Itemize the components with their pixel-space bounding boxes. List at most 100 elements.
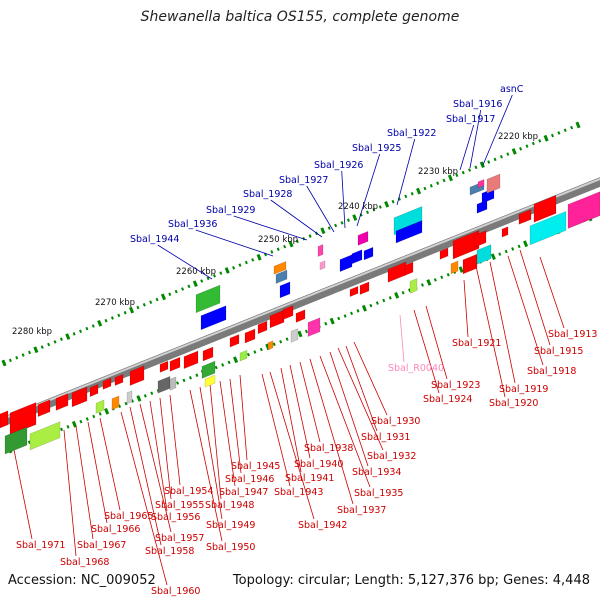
- outer-tick: [410, 191, 414, 196]
- gene-feature: [351, 249, 363, 265]
- outer-tick: [97, 319, 103, 327]
- inner-tick: [401, 290, 405, 295]
- inner-tick: [71, 420, 77, 428]
- inner-tick: [329, 317, 335, 325]
- gene-label: Sbal_1923: [431, 380, 480, 391]
- outer-tick: [563, 128, 567, 133]
- outer-tick: [181, 287, 185, 291]
- label-connector: [475, 265, 506, 398]
- label-connector: [353, 341, 388, 416]
- inner-tick: [143, 394, 147, 398]
- gene-label: Sbal_1937: [337, 505, 386, 516]
- outer-tick: [136, 305, 140, 310]
- label-connector: [309, 358, 354, 505]
- inner-tick: [394, 291, 400, 299]
- gene-label: Sbal_1938: [304, 443, 353, 454]
- outer-tick: [334, 223, 338, 228]
- outer-tick: [104, 318, 108, 323]
- gene-feature: [279, 281, 291, 299]
- outer-tick: [238, 263, 242, 267]
- inner-tick: [246, 352, 250, 357]
- gene-label: Sbal_1917: [446, 114, 495, 125]
- gene-feature: [533, 195, 557, 223]
- label-connector: [169, 394, 181, 486]
- gene-feature: [201, 360, 216, 379]
- outer-tick: [142, 303, 146, 307]
- outer-tick: [340, 221, 344, 225]
- gene-label: Sbal_1956: [151, 512, 200, 523]
- gene-label: Sbal_1955: [155, 500, 204, 511]
- label-connector: [469, 109, 482, 169]
- gene-label: Sbal_1916: [453, 99, 502, 110]
- outer-tick: [519, 147, 523, 151]
- label-connector: [233, 215, 308, 241]
- gene-feature: [157, 375, 171, 394]
- scale-label: 2230 kbp: [418, 167, 458, 177]
- outer-tick: [28, 350, 32, 355]
- label-connector: [539, 256, 565, 329]
- gene-feature: [71, 386, 88, 408]
- genome-backbone: [0, 177, 600, 428]
- inner-tick: [221, 363, 225, 367]
- gene-label: Sbal_1950: [206, 542, 255, 553]
- outer-tick: [251, 258, 255, 262]
- gene-label: Sbal_1947: [219, 487, 268, 498]
- label-connector: [519, 249, 551, 346]
- gene-feature: [29, 421, 61, 451]
- inner-tick: [66, 425, 70, 429]
- inner-tick: [350, 311, 354, 316]
- outer-tick: [436, 181, 440, 185]
- backbone-track: [0, 177, 600, 428]
- inner-tick: [279, 339, 283, 344]
- label-connector: [229, 378, 242, 474]
- inner-tick: [85, 417, 89, 421]
- topology-text: Topology: circular; Length: 5,127,376 bp…: [232, 573, 590, 588]
- label-connector: [319, 355, 371, 488]
- gene-label: Sbal_1921: [452, 338, 501, 349]
- gene-label: Sbal_1913: [548, 329, 597, 340]
- gene-feature: [317, 244, 324, 257]
- label-connector: [129, 406, 162, 546]
- outer-tick: [468, 168, 472, 172]
- outer-tick: [65, 333, 71, 340]
- scale-label: 2280 kbp: [12, 327, 52, 337]
- label-connectors: [11, 94, 565, 586]
- outer-tick: [531, 141, 535, 146]
- outer-tick: [384, 200, 390, 208]
- gene-label: Sbal_1932: [367, 451, 416, 462]
- outer-tick: [129, 306, 135, 314]
- outer-tick: [244, 260, 248, 265]
- outer-tick: [219, 271, 223, 275]
- inner-tick: [490, 253, 496, 261]
- gene-feature: [200, 305, 227, 331]
- label-connector: [337, 347, 384, 451]
- gene-feature: [395, 220, 423, 244]
- gene-label: Sbal_1925: [352, 143, 401, 154]
- outer-tick: [511, 148, 517, 155]
- outer-tick: [487, 160, 491, 164]
- label-connector: [329, 351, 369, 467]
- outer-tick: [543, 134, 549, 142]
- gene-feature: [462, 253, 478, 275]
- inner-tick: [233, 356, 239, 364]
- outer-tick: [288, 240, 294, 248]
- outer-tick: [327, 226, 331, 230]
- outer-tick: [442, 178, 446, 183]
- gene-label: Sbal_1935: [354, 488, 403, 499]
- inner-tick: [259, 347, 263, 352]
- gene-label: Sbal_1919: [499, 384, 548, 395]
- label-connector: [306, 185, 335, 233]
- outer-tick: [416, 187, 422, 195]
- gene-label: Sbal_1936: [168, 219, 217, 230]
- outer-tick: [295, 239, 299, 244]
- gene-label: Sbal_1968: [60, 557, 109, 568]
- gene-feature: [4, 426, 28, 455]
- scale-label: 2270 kbp: [95, 298, 135, 308]
- gene-label: Sbal_R0040: [388, 363, 444, 374]
- inner-tick: [297, 330, 303, 338]
- inner-tick: [176, 381, 180, 385]
- gene-label: Sbal_1934: [352, 467, 401, 478]
- outer-tick: [423, 186, 427, 191]
- scale-label: 2240 kbp: [338, 202, 378, 212]
- inner-tick: [182, 378, 186, 383]
